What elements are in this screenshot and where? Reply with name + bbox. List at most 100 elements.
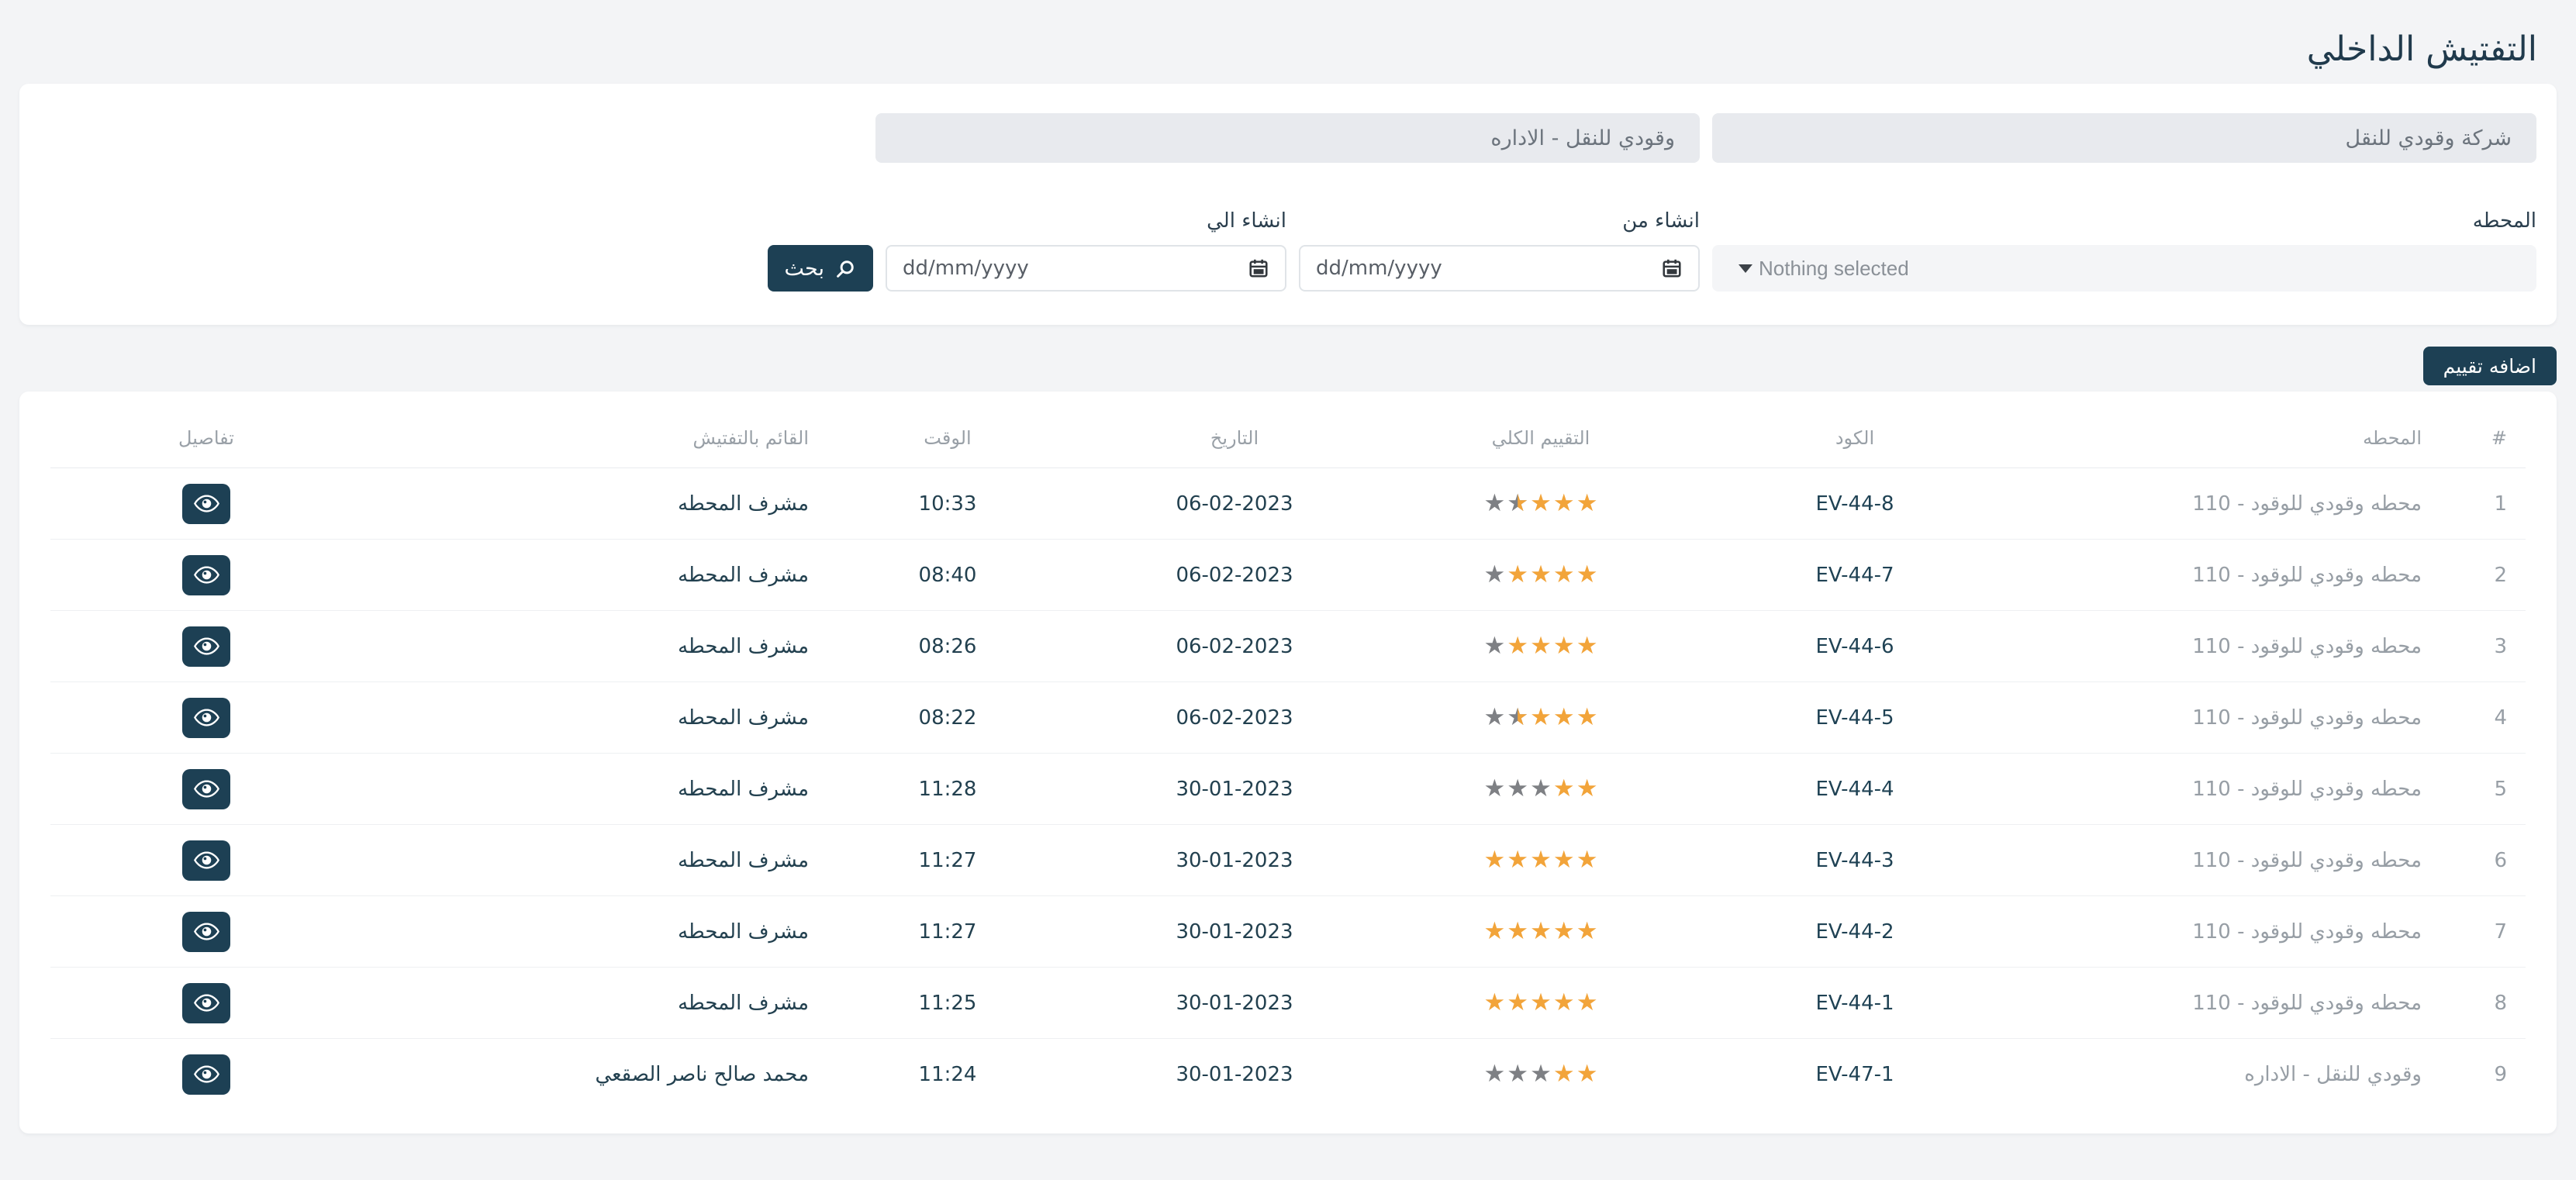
eye-icon [194,636,219,657]
rating-stars: ★★★★★ [1483,706,1599,730]
star-icon: ★ [1553,563,1575,587]
inspection-table-body: 1 محطه وقودي للوقود - 110 EV-44-8 ★★★★★ … [50,468,2526,1110]
rating-stars: ★★★★★ [1483,848,1599,873]
row-details-cell [50,825,362,896]
row-rating-cell: ★★★★★ [1401,468,1680,540]
view-details-button[interactable] [182,769,230,809]
table-row: 5 محطه وقودي للوقود - 110 EV-44-4 ★★★★★ … [50,754,2526,825]
company-input: شركة وقودي للنقل [1712,113,2536,163]
row-rating-cell: ★★★★★ [1401,968,1680,1039]
add-evaluation-button[interactable]: اضافه تقييم [2423,347,2557,385]
row-date: 30-01-2023 [1068,754,1401,825]
star-icon: ★ [1507,777,1528,801]
eye-icon [194,707,219,728]
view-details-button[interactable] [182,912,230,952]
row-rating-cell: ★★★★★ [1401,611,1680,682]
star-icon: ★ [1576,634,1598,658]
created-to-input[interactable]: dd/mm/yyyy [886,245,1286,292]
calendar-icon[interactable] [1661,257,1683,279]
caret-down-icon [1739,264,1752,273]
star-icon: ★ [1507,848,1528,872]
star-icon: ★ [1507,706,1528,730]
view-details-button[interactable] [182,555,230,595]
table-row: 2 محطه وقودي للوقود - 110 EV-44-7 ★★★★★ … [50,540,2526,611]
star-icon: ★ [1507,634,1528,658]
star-icon: ★ [1553,777,1575,801]
row-time: 11:24 [827,1039,1068,1110]
row-index: 2 [2440,540,2526,611]
row-inspector: مشرف المحطه [362,468,827,540]
row-code: EV-44-3 [1680,825,2029,896]
search-icon [835,258,856,279]
row-date: 06-02-2023 [1068,468,1401,540]
row-station: محطه وقودي للوقود - 110 [2029,896,2440,968]
row-index: 7 [2440,896,2526,968]
row-time: 08:26 [827,611,1068,682]
header-rating: التقييم الكلي [1401,405,1680,468]
star-icon: ★ [1553,920,1575,944]
calendar-icon[interactable] [1248,257,1269,279]
row-inspector: مشرف المحطه [362,896,827,968]
branch-input: وقودي للنقل - الاداره [875,113,1700,163]
row-index: 5 [2440,754,2526,825]
star-icon: ★ [1576,563,1598,587]
table-row: 6 محطه وقودي للوقود - 110 EV-44-3 ★★★★★ … [50,825,2526,896]
row-inspector: مشرف المحطه [362,682,827,754]
station-field: المحطه Nothing selected [1712,209,2536,292]
star-icon: ★ [1484,563,1506,587]
filter-card: شركة وقودي للنقل وقودي للنقل - الاداره ا… [19,84,2557,325]
star-icon: ★ [1507,920,1528,944]
star-icon: ★ [1530,920,1552,944]
row-time: 11:25 [827,968,1068,1039]
search-button[interactable]: بحث [768,245,873,292]
view-details-button[interactable] [182,626,230,667]
row-station: محطه وقودي للوقود - 110 [2029,468,2440,540]
station-select-value: Nothing selected [1759,257,1909,281]
created-to-field: انشاء الي dd/mm/yyyy [886,209,1286,292]
row-code: EV-44-8 [1680,468,2029,540]
table-row: 9 وقودي للنقل - الاداره EV-47-1 ★★★★★ 30… [50,1039,2526,1110]
view-details-button[interactable] [182,1054,230,1095]
row-date: 06-02-2023 [1068,540,1401,611]
table-row: 8 محطه وقودي للوقود - 110 EV-44-1 ★★★★★ … [50,968,2526,1039]
row-station: محطه وقودي للوقود - 110 [2029,611,2440,682]
row-details-cell [50,968,362,1039]
row-date: 06-02-2023 [1068,682,1401,754]
star-icon: ★ [1576,848,1598,872]
branch-value: وقودي للنقل - الاداره [1490,126,1675,150]
star-icon: ★ [1530,777,1552,801]
search-button-label: بحث [785,257,824,281]
created-from-placeholder: dd/mm/yyyy [1316,257,1442,280]
star-icon: ★ [1484,634,1506,658]
created-from-field: انشاء من dd/mm/yyyy [1299,209,1700,292]
star-icon: ★ [1553,1062,1575,1086]
star-icon: ★ [1507,991,1528,1015]
star-icon: ★ [1553,492,1575,516]
star-icon: ★ [1484,991,1506,1015]
row-time: 11:28 [827,754,1068,825]
star-icon: ★ [1530,991,1552,1015]
star-icon: ★ [1530,634,1552,658]
rating-stars: ★★★★★ [1483,1062,1599,1087]
row-details-cell [50,754,362,825]
row-date: 06-02-2023 [1068,611,1401,682]
row-station: وقودي للنقل - الاداره [2029,1039,2440,1110]
view-details-button[interactable] [182,698,230,738]
row-details-cell [50,540,362,611]
star-icon: ★ [1484,777,1506,801]
row-code: EV-44-6 [1680,611,2029,682]
view-details-button[interactable] [182,840,230,881]
station-select[interactable]: Nothing selected [1712,245,2536,292]
view-details-button[interactable] [182,983,230,1023]
row-station: محطه وقودي للوقود - 110 [2029,754,2440,825]
star-icon: ★ [1507,563,1528,587]
row-code: EV-44-2 [1680,896,2029,968]
row-station: محطه وقودي للوقود - 110 [2029,968,2440,1039]
star-icon: ★ [1576,920,1598,944]
row-inspector: مشرف المحطه [362,825,827,896]
view-details-button[interactable] [182,484,230,524]
created-from-input[interactable]: dd/mm/yyyy [1299,245,1700,292]
star-icon: ★ [1484,492,1506,516]
row-date: 30-01-2023 [1068,825,1401,896]
header-time: الوقت [827,405,1068,468]
